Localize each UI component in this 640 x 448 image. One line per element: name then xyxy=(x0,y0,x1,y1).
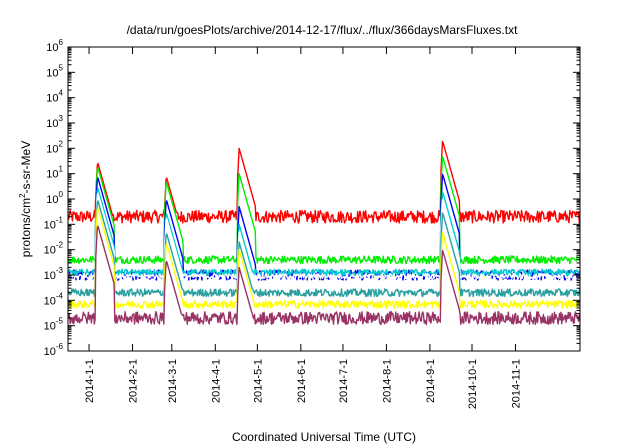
series-line xyxy=(67,156,581,265)
x-tick-label: 2014-10-1 xyxy=(467,359,479,409)
series-line xyxy=(67,173,581,281)
y-tick-label: 10-1 xyxy=(44,215,64,231)
y-tick-label: 102 xyxy=(46,139,63,155)
x-tick-label: 2014-8-1 xyxy=(381,359,393,403)
series-line xyxy=(67,140,581,224)
series-line xyxy=(67,188,581,278)
y-tick-label: 101 xyxy=(46,165,63,181)
y-tick-label: 100 xyxy=(46,190,63,206)
y-tick-label: 10-2 xyxy=(44,241,64,257)
series-line xyxy=(67,192,581,280)
y-tick-label: 106 xyxy=(46,38,63,54)
x-tick-label: 2014-2-1 xyxy=(128,359,140,403)
x-tick-label: 2014-11-1 xyxy=(510,359,522,408)
x-axis-label: Coordinated Universal Time (UTC) xyxy=(232,430,416,444)
y-axis-ticks: 10-6 10-5 10-4 10-3 10-2 10-1 100 101 102 103 104 1… xyxy=(44,38,580,358)
y-tick-label: 10-3 xyxy=(44,266,64,282)
x-tick-label: 2014-3-1 xyxy=(167,359,179,403)
x-tick-label: 2014-9-1 xyxy=(425,359,437,403)
x-tick-label: 2014-1-1 xyxy=(84,359,96,403)
series-lines xyxy=(67,140,581,326)
y-tick-label: 104 xyxy=(46,89,63,105)
y-tick-label: 105 xyxy=(46,63,63,79)
x-tick-label: 2014-5-1 xyxy=(252,359,264,403)
chart-title: /data/run/goesPlots/archive/2014-12-17/f… xyxy=(127,23,519,37)
y-tick-label: 10-6 xyxy=(44,342,64,358)
y-tick-label: 103 xyxy=(46,114,63,130)
y-tick-label: 10-5 xyxy=(44,317,64,333)
x-tick-label: 2014-4-1 xyxy=(210,359,222,403)
y-axis-label: protons/cm2-s-sr-MeV xyxy=(18,141,33,257)
series-line xyxy=(67,207,581,309)
x-tick-label: 2014-7-1 xyxy=(338,359,350,403)
y-tick-label: 10-4 xyxy=(44,291,64,307)
series-line xyxy=(67,200,581,298)
x-axis-ticks: 2014-1-1 2014-2-1 2014-3-1 2014-4-1 2014-5-1… xyxy=(84,47,522,409)
series-line xyxy=(67,225,581,326)
x-tick-label: 2014-6-1 xyxy=(296,359,308,403)
